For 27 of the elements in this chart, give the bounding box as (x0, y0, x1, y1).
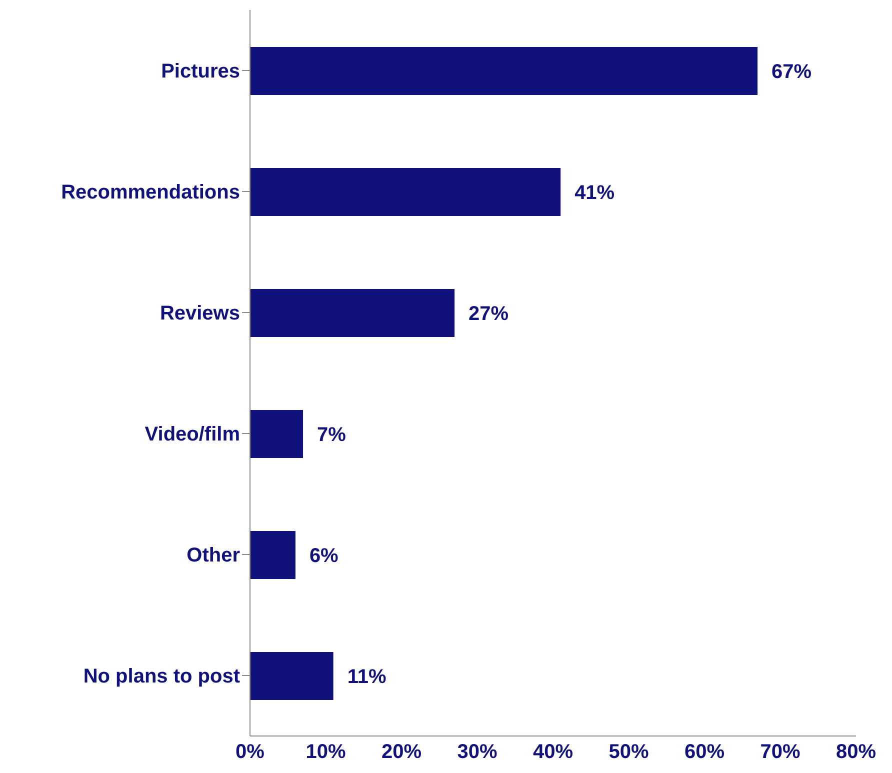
x-tick-label: 80% (836, 741, 876, 764)
y-tick-label: No plans to post (83, 666, 240, 688)
data-label: 67% (772, 61, 812, 84)
y-tick-label: Other (186, 544, 240, 567)
x-tick-label: 60% (684, 741, 725, 764)
data-label: 11% (347, 666, 386, 688)
y-tick-label: Reviews (160, 302, 240, 325)
bar (250, 47, 758, 95)
x-tick-label: 40% (532, 741, 574, 764)
y-tick-label: Pictures (161, 60, 240, 83)
data-label: 7% (317, 424, 346, 446)
x-tick-label: 10% (306, 741, 346, 764)
bar (250, 410, 304, 458)
x-tick-label: 70% (760, 741, 800, 764)
data-label: 27% (468, 303, 509, 326)
x-tick-label: 30% (457, 741, 498, 764)
bar (250, 289, 455, 337)
y-tick-label: Video/film (144, 424, 240, 446)
data-label: 6% (309, 545, 339, 568)
bar (250, 168, 561, 216)
x-tick-label: 20% (381, 741, 422, 764)
bar (250, 531, 296, 579)
bar (250, 652, 334, 700)
x-tick-label: 50% (608, 741, 649, 764)
data-label: 41% (574, 182, 615, 204)
x-tick-label: 0% (236, 741, 265, 764)
y-tick-label: Recommendations (61, 182, 240, 204)
